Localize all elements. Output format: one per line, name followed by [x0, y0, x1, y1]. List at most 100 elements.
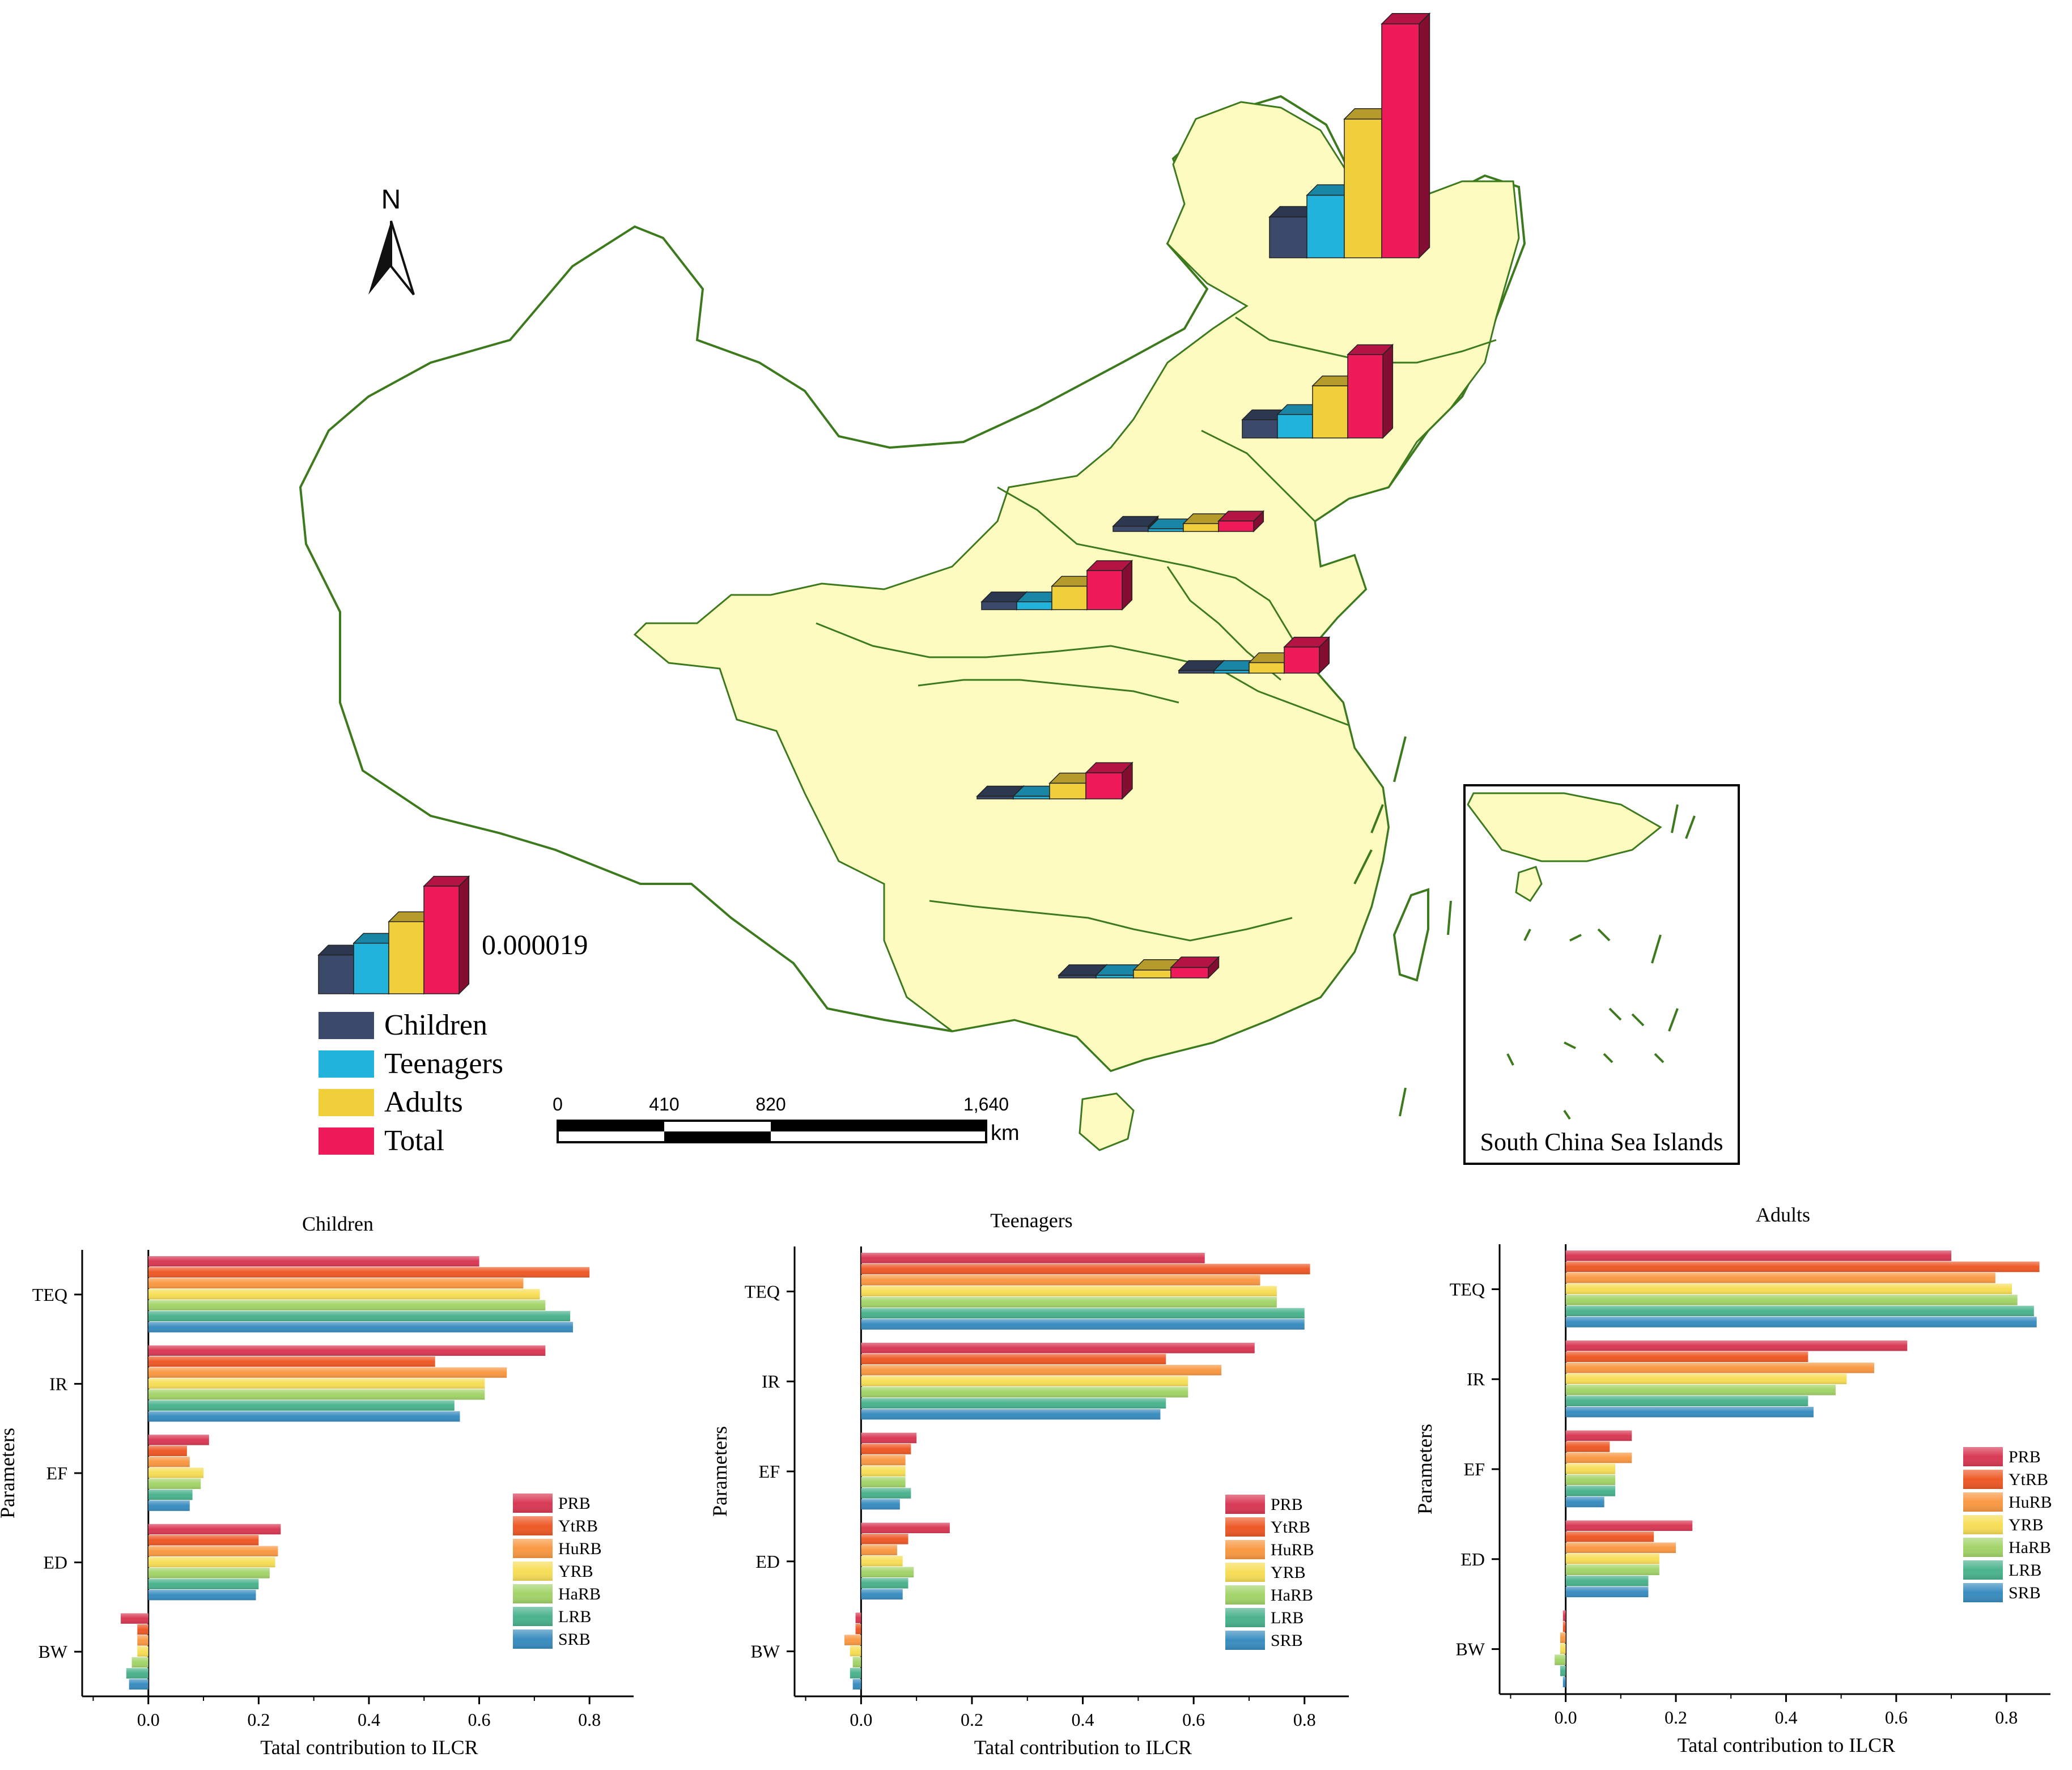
- bar-sheen: [148, 1478, 201, 1490]
- legend-label-yrb: YRB: [2009, 1516, 2044, 1534]
- bar-sheen: [861, 1578, 908, 1589]
- bar-sheen: [1565, 1283, 2012, 1295]
- x-tick-label: 0.2: [1665, 1707, 1687, 1728]
- bar-sheen: [131, 1657, 148, 1668]
- bar-sheen: [861, 1342, 1255, 1354]
- bar-sheen: [861, 1545, 897, 1556]
- chart-title: Adults: [1756, 1203, 1810, 1226]
- scale-tick-2: 820: [755, 1094, 786, 1114]
- y-tick-label: BW: [38, 1641, 67, 1662]
- bar-sheen: [1565, 1441, 1610, 1452]
- y-axis-label: Parameters: [0, 1428, 19, 1518]
- bar-sheen: [1565, 1576, 1649, 1586]
- legend-label-lrb: LRB: [558, 1607, 591, 1626]
- x-tick-label: 0.6: [1182, 1709, 1205, 1730]
- legend-label-prb: PRB: [558, 1494, 591, 1513]
- bar-sheen: [148, 1389, 485, 1400]
- bar-sheen: [861, 1409, 1161, 1420]
- bar-sheen: [1565, 1317, 2037, 1328]
- map-bar-group-ytrb: [976, 761, 1133, 800]
- china-map: N 0.000019 ChildrenTeenagersAdultsTotal …: [299, 12, 1740, 1165]
- series-legend: PRB YtRB HuRB YRB HaRB LRB SRB: [1963, 1447, 2052, 1602]
- bar-sheen: [1565, 1305, 2034, 1317]
- map-bar-total: [1381, 12, 1431, 259]
- bar-sheen: [1565, 1531, 1654, 1542]
- bar-sheen: [861, 1499, 900, 1510]
- bar-sheen: [148, 1400, 455, 1411]
- legend-label-harb: HaRB: [558, 1585, 601, 1603]
- bar-sheen: [148, 1289, 540, 1300]
- legend-swatch-sheen: [513, 1607, 553, 1626]
- legend-swatch-sheen: [1225, 1495, 1265, 1514]
- y-axis-label: Parameters: [708, 1426, 731, 1517]
- legend-swatch-sheen: [1963, 1583, 2003, 1602]
- bar-sheen: [129, 1679, 148, 1690]
- bar-sheen: [861, 1589, 903, 1600]
- scale-tick-1: 410: [649, 1094, 679, 1114]
- north-arrow: N: [368, 185, 415, 296]
- bar-sheen: [861, 1263, 1310, 1275]
- bar-sheen: [148, 1256, 479, 1267]
- legend-swatch-total: [319, 1127, 374, 1155]
- x-tick-label: 0.4: [358, 1709, 380, 1730]
- legend-value: 0.000019: [482, 929, 588, 960]
- bar-sheen: [1565, 1520, 1693, 1531]
- bar-sheen: [1565, 1351, 1808, 1362]
- bar-sheen: [1565, 1340, 1908, 1351]
- legend-label-hurb: HuRB: [2009, 1493, 2052, 1512]
- legend-swatch-sheen: [513, 1494, 553, 1513]
- scale-tick-3: 1,640: [963, 1094, 1009, 1114]
- legend-swatch-sheen: [1963, 1538, 2003, 1557]
- bar-sheen: [861, 1398, 1166, 1409]
- y-tick-label: EF: [1464, 1459, 1485, 1479]
- map-bar-total: [1217, 510, 1265, 533]
- bar-sheen: [861, 1275, 1260, 1286]
- legend-label-yrb: YRB: [1271, 1563, 1306, 1582]
- bar-sheen: [1555, 1654, 1566, 1665]
- bar-sheen: [126, 1668, 148, 1679]
- bar-sheen: [148, 1322, 573, 1333]
- x-tick-label: 0.8: [1995, 1707, 2018, 1728]
- hainan-island: [1079, 1092, 1135, 1151]
- y-tick-label: IR: [49, 1373, 68, 1394]
- scale-bar: 0 410 820 1,640 km: [553, 1094, 1020, 1145]
- bar-sheen: [148, 1445, 187, 1456]
- legend-label-prb: PRB: [2009, 1448, 2041, 1466]
- bar-sheen: [148, 1435, 209, 1445]
- legend-label-total: Total: [384, 1125, 444, 1157]
- bar-sheen: [855, 1623, 861, 1635]
- bar-sheen: [148, 1278, 524, 1289]
- legend-label-adults: Adults: [384, 1086, 463, 1118]
- bar-sheen: [137, 1624, 148, 1635]
- bar-sheen: [1565, 1463, 1616, 1474]
- bar-sheen: [861, 1454, 906, 1466]
- chart-adults: Adults 0.0 0.2 0.4 0.6 0.8 Tatal contribution …: [1413, 1203, 2052, 1756]
- bar-sheen: [148, 1356, 435, 1367]
- x-tick-label: 0.8: [1293, 1709, 1316, 1730]
- legend-swatch-sheen: [513, 1539, 553, 1558]
- bar-sheen: [148, 1378, 485, 1389]
- legend-item-total: Total: [319, 1125, 444, 1157]
- chart-title: Children: [302, 1212, 373, 1235]
- bar-sheen: [861, 1534, 908, 1545]
- y-tick-label: TEQ: [32, 1284, 67, 1305]
- map-bar-total: [1283, 636, 1331, 674]
- legend-label-yrb: YRB: [558, 1562, 593, 1581]
- bar-sheen: [850, 1667, 861, 1679]
- legend-swatch-sheen: [1963, 1470, 2003, 1489]
- north-arrow-icon: [368, 221, 391, 295]
- map-bar-group-srb: [1268, 12, 1431, 259]
- bar-sheen: [861, 1522, 950, 1534]
- bar-sheen: [148, 1500, 190, 1511]
- chart-title: Teenagers: [990, 1209, 1072, 1232]
- y-axis-label: Parameters: [1413, 1424, 1436, 1514]
- bar-sheen: [861, 1466, 906, 1477]
- bar-sheen: [148, 1411, 460, 1422]
- legend-item-children: Children: [319, 1009, 487, 1041]
- contribution-charts: Children 0.0 0.2 0.4 0.6 0.8 Tatal contributio…: [0, 1203, 2052, 1759]
- series-legend: PRB YtRB HuRB YRB HaRB LRB SRB: [1225, 1495, 1314, 1650]
- bar-sheen: [861, 1364, 1222, 1376]
- bar-sheen: [1563, 1677, 1566, 1687]
- legend-swatch-sheen: [1225, 1631, 1265, 1650]
- taiwan-island: [1392, 888, 1429, 982]
